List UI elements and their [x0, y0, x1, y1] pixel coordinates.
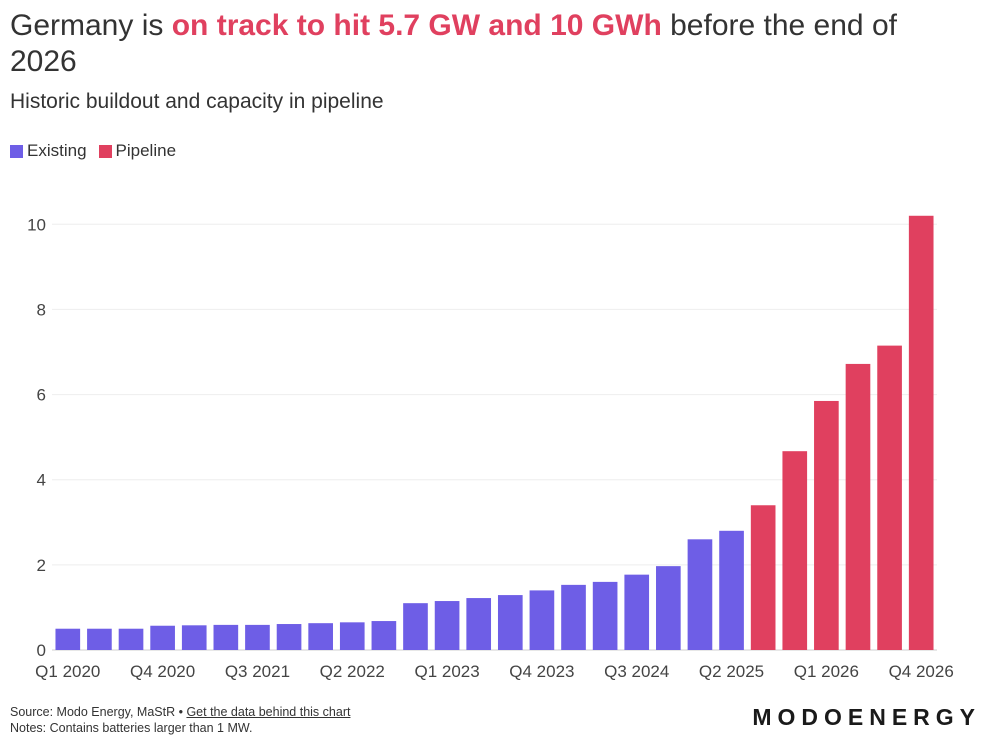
bar-existing	[87, 628, 112, 650]
bar-pipeline	[908, 215, 934, 650]
y-tick-label: 2	[37, 556, 46, 575]
bar-existing	[434, 601, 460, 650]
bar-existing	[213, 624, 239, 650]
y-tick-label: 4	[37, 471, 46, 490]
legend-item-pipeline: Pipeline	[98, 141, 177, 161]
bar-existing	[339, 622, 365, 650]
bar-existing	[656, 566, 681, 650]
bar-existing	[687, 539, 713, 650]
bar-existing	[561, 584, 586, 650]
title-prefix: Germany is	[10, 9, 172, 42]
y-tick-label: 0	[37, 641, 46, 660]
bar-existing	[529, 590, 555, 650]
bar-chart: 0 2 4 6 8 10 Q1 2020 Q4 2020 Q3 2021 Q2 2022 Q1 20…	[27, 215, 954, 681]
x-tick-label: Q4 2026	[889, 662, 954, 681]
legend-item-existing: Existing	[10, 141, 87, 161]
y-tick-label: 10	[27, 215, 46, 234]
legend: Existing Pipeline	[10, 141, 176, 161]
title-highlight: on track to hit 5.7 GW and 10 GWh	[171, 9, 662, 42]
bar-existing	[118, 628, 144, 650]
title-suffix: before the end of 2026	[10, 9, 897, 78]
legend-label-pipeline: Pipeline	[115, 141, 177, 160]
x-tick-label: Q2 2022	[320, 662, 385, 681]
chart-title: Germany is on track to hit 5.7 GW and 10…	[10, 8, 970, 80]
notes-text: Notes: Contains batteries larger than 1 …	[10, 721, 253, 735]
bar-existing	[497, 595, 523, 650]
x-tick-label: Q1 2020	[35, 662, 100, 681]
bar-pipeline	[750, 505, 776, 650]
bar-existing	[308, 623, 333, 650]
brand-logo: MODOENERGY	[752, 704, 981, 730]
bar-existing	[245, 624, 270, 650]
bar-pipeline	[845, 363, 871, 650]
x-tick-label: Q4 2020	[130, 662, 195, 681]
x-tick-label: Q3 2024	[604, 662, 669, 681]
bar-existing	[181, 625, 207, 650]
y-tick-label: 8	[37, 300, 46, 319]
bar-pipeline	[877, 345, 902, 650]
chart-subtitle: Historic buildout and capacity in pipeli…	[10, 90, 384, 113]
x-tick-label: Q4 2023	[509, 662, 574, 681]
bar-existing	[592, 581, 618, 650]
bar-existing	[403, 603, 428, 650]
bar-existing	[150, 625, 175, 650]
bar-pipeline	[814, 400, 839, 650]
bar-existing	[719, 530, 744, 650]
legend-swatch-pipeline	[98, 144, 112, 158]
source-text: Source: Modo Energy, MaStR •	[10, 705, 187, 719]
bar-existing	[624, 574, 650, 650]
x-tick-label: Q1 2023	[414, 662, 479, 681]
bar-existing	[55, 628, 81, 650]
bar-pipeline	[782, 451, 808, 650]
legend-label-existing: Existing	[27, 141, 87, 160]
legend-swatch-existing	[10, 144, 23, 158]
x-tick-label: Q1 2026	[794, 662, 859, 681]
footer: Source: Modo Energy, MaStR • Get the dat…	[10, 704, 350, 736]
x-tick-label: Q2 2025	[699, 662, 764, 681]
y-tick-label: 6	[37, 386, 46, 405]
x-tick-label: Q3 2021	[225, 662, 290, 681]
bar-existing	[466, 598, 492, 650]
data-link[interactable]: Get the data behind this chart	[186, 705, 351, 719]
bar-existing	[276, 624, 302, 650]
bar-existing	[371, 621, 397, 650]
